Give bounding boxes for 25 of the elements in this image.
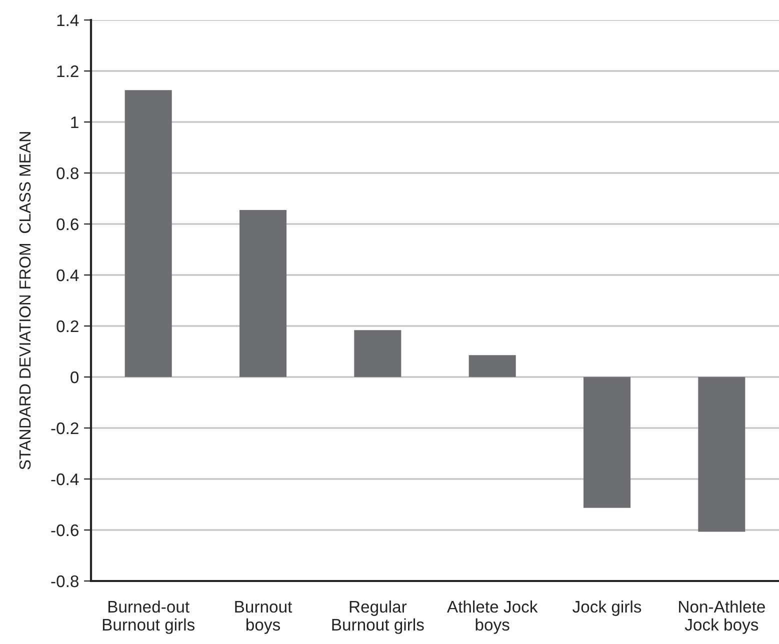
y-tick-label: 1 <box>71 116 78 128</box>
x-tick-label: Regular Burnout girls <box>332 600 424 634</box>
y-tick-label: 0.2 <box>56 320 78 332</box>
y-tick-label: -0.8 <box>51 575 78 588</box>
x-tick-label: Non-Athlete Jock boys <box>679 600 765 634</box>
x-tick-label: Jock girls <box>572 600 642 616</box>
y-axis-title: STANDARD DEVIATION FROM CLASS MEAN <box>19 132 31 470</box>
x-tick-label: Athlete Jock boys <box>446 600 538 634</box>
x-tick-label: Burned-out Burnout girls <box>102 600 195 634</box>
y-tick-label: -0.2 <box>51 422 78 434</box>
y-tick-label: 0.8 <box>56 167 78 180</box>
bar <box>124 90 172 377</box>
y-tick-label: 0.6 <box>56 218 78 230</box>
bar <box>239 210 287 377</box>
y-tick-label: -0.4 <box>51 473 79 486</box>
bar <box>468 355 516 377</box>
y-tick-label: 1.4 <box>57 14 79 26</box>
bar <box>583 377 631 508</box>
y-tick-label: 1.2 <box>57 65 78 78</box>
y-tick-label: 0.4 <box>56 269 79 282</box>
bar <box>354 330 402 377</box>
x-tick-label: Burnout boys <box>235 601 292 634</box>
y-tick-label: -0.6 <box>51 524 78 536</box>
y-tick-label: 0 <box>70 371 79 384</box>
bar <box>698 377 746 532</box>
